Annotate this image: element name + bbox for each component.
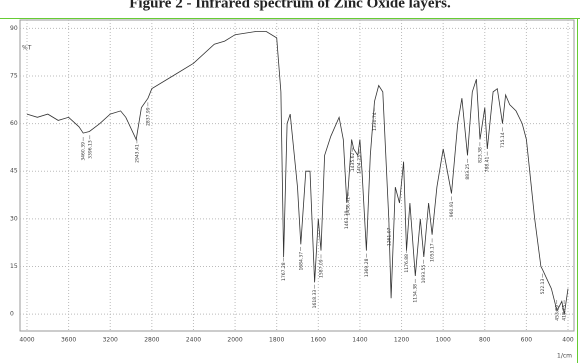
peak-label: 3460.39 (81, 142, 87, 161)
peak-label: 1176.88 (404, 254, 410, 273)
peak-label: 1134.38 (413, 284, 419, 303)
x-tick-label: 1400 (352, 337, 367, 344)
peak-label: 1463.39 (344, 210, 350, 229)
y-tick-label: 45 (10, 168, 18, 175)
peak-label: 1587.09 (318, 259, 324, 278)
x-tick-label: 4000 (19, 337, 34, 344)
x-axis-label: 1/cm (557, 353, 572, 360)
peak-label: 1404.23 (357, 155, 363, 174)
peak-label: 1093.55 (421, 265, 427, 284)
x-tick-label: 3200 (103, 337, 118, 344)
peak-label: 823.38 (477, 147, 483, 163)
y-tick-label: 15 (10, 263, 18, 270)
peak-label: 418.73 (562, 305, 568, 321)
peak-label: 1767.28 (281, 262, 287, 281)
peak-label: 3396.13 (87, 140, 93, 159)
x-tick-label: 3600 (61, 337, 76, 344)
x-tick-label: 2000 (227, 337, 242, 344)
y-tick-label: 30 (10, 215, 18, 222)
y-tick-label: 60 (10, 120, 18, 127)
peak-label: 788.41 (485, 156, 491, 172)
x-tick-label: 800 (479, 337, 491, 344)
x-tick-label: 2800 (144, 337, 159, 344)
y-tick-label: 75 (10, 72, 18, 79)
peak-label: 960.91 (449, 201, 455, 217)
peak-label: 453.89 (554, 305, 560, 321)
x-tick-label: 2400 (186, 337, 201, 344)
x-tick-label: 600 (521, 337, 533, 344)
peak-label: 1684.37 (298, 252, 304, 271)
x-tick-label: 1800 (269, 337, 284, 344)
peak-label: 1456.41 (346, 197, 352, 216)
x-tick-label: 400 (562, 337, 574, 344)
peak-label: 883.25 (465, 164, 471, 180)
peak-label: 1330.74 (372, 112, 378, 131)
peak-label: 1261.07 (386, 227, 392, 246)
x-tick-label: 1600 (311, 337, 326, 344)
peak-label: 2943.41 (134, 144, 140, 163)
y-tick-label: 0 (10, 311, 14, 318)
x-tick-label: 1000 (436, 337, 451, 344)
y-tick-label: 90 (10, 25, 18, 32)
peak-label: 1369.28 (364, 258, 370, 277)
plot-frame (19, 19, 575, 332)
peak-label: 1435.62 (350, 153, 356, 172)
x-tick-label: 1200 (394, 337, 409, 344)
chart-title: Figure 2 - Infrared spectrum of Zinc Oxi… (129, 0, 451, 11)
peak-label: 2837.99 (145, 107, 151, 126)
spectrum-line (26, 31, 569, 315)
peak-label: 1053.17 (430, 243, 436, 262)
peak-label: 1618.33 (312, 290, 318, 309)
peak-label: 715.14 (500, 132, 506, 148)
peak-label: 522.13 (540, 278, 546, 294)
